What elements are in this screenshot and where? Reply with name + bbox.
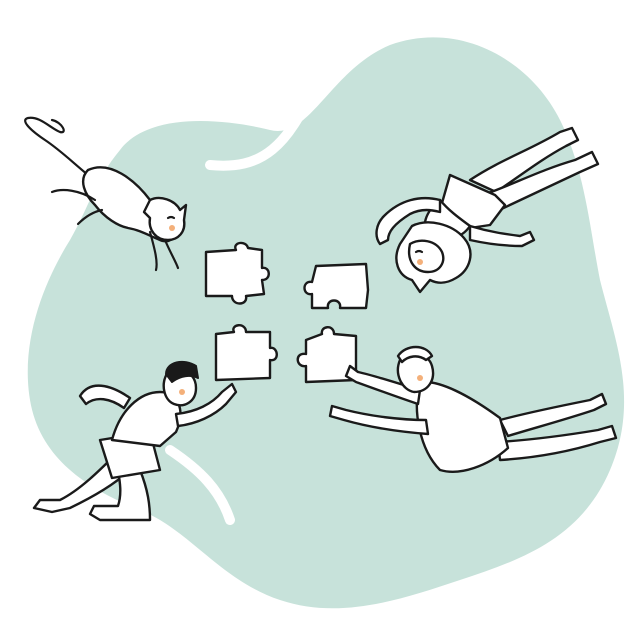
man-right-cheek xyxy=(417,375,423,381)
cat-front-leg xyxy=(148,230,158,272)
man-right-hair xyxy=(396,345,434,364)
cat-figure xyxy=(24,116,188,272)
man-right-figure xyxy=(328,345,618,473)
cat-head xyxy=(142,196,188,242)
blob-swoosh-bottom xyxy=(165,445,235,525)
woman-arm-right xyxy=(468,224,536,248)
cat-tail xyxy=(24,116,90,177)
man-left-front-leg xyxy=(88,468,152,522)
cat-back-leg-2 xyxy=(76,208,104,226)
cat-eye xyxy=(166,215,176,220)
woman-leg-1 xyxy=(468,126,580,194)
blob-accent-right xyxy=(554,237,589,352)
blob-swoosh-top xyxy=(205,65,325,171)
cat-front-leg-2 xyxy=(163,238,180,270)
background-blob xyxy=(27,37,625,609)
cat-back-leg xyxy=(50,189,97,202)
man-right-leg-1 xyxy=(498,392,608,438)
man-left-cheek xyxy=(179,389,185,395)
man-left-arm-back xyxy=(78,384,132,410)
puzzle-piece-top-left xyxy=(204,241,270,305)
woman-cheek xyxy=(417,259,423,265)
woman-face xyxy=(407,239,445,274)
man-left-figure xyxy=(32,360,238,522)
puzzle-piece-top-right xyxy=(303,262,370,310)
man-right-leg-2 xyxy=(496,424,618,462)
woman-arm-left xyxy=(375,196,442,246)
man-right-arm-out xyxy=(328,404,430,436)
cat-cheek xyxy=(169,225,175,231)
woman-leg-2 xyxy=(478,150,600,214)
man-right-arm-up xyxy=(344,364,422,406)
woman-figure xyxy=(375,126,600,294)
woman-eye xyxy=(414,249,424,254)
man-left-hair xyxy=(165,360,199,383)
puzzle-piece-bottom-left xyxy=(214,324,278,382)
man-left-arm-front xyxy=(174,382,238,428)
